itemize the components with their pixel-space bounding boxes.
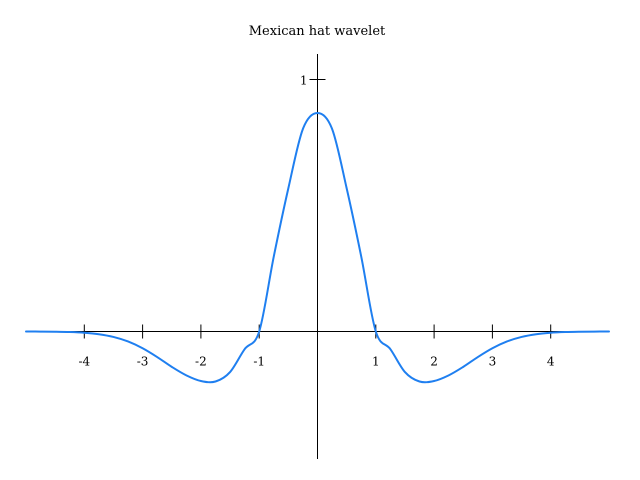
series bbox=[25, 111, 610, 384]
x-tick-label: -3 bbox=[137, 355, 149, 369]
x-tick-label: 4 bbox=[547, 355, 555, 369]
series-line bbox=[25, 111, 610, 384]
chart-title: Mexican hat wavelet bbox=[249, 24, 386, 39]
x-tick-label: -2 bbox=[195, 355, 207, 369]
x-tick-label: -4 bbox=[78, 355, 90, 369]
y-tick-label: 1 bbox=[300, 74, 308, 88]
ticks: -4 -3 -2 -1 1 2 3 4 1 bbox=[78, 74, 554, 369]
x-tick-label: -1 bbox=[253, 355, 265, 369]
x-tick-label: 3 bbox=[489, 355, 497, 369]
axes bbox=[26, 54, 609, 459]
x-tick-label: 2 bbox=[430, 355, 438, 369]
x-tick-label: 1 bbox=[372, 355, 380, 369]
